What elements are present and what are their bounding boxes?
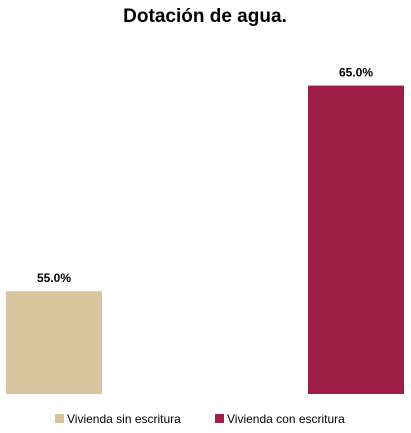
bar-2 bbox=[308, 85, 404, 394]
bar-1 bbox=[6, 291, 102, 394]
legend-label-1: Vivienda sin escritura bbox=[67, 412, 181, 426]
data-label-1: 55.0% bbox=[37, 271, 71, 285]
data-label-2: 65.0% bbox=[339, 66, 373, 80]
legend-swatch-1 bbox=[55, 414, 64, 423]
data-labels-group: 55.0% 65.0% bbox=[37, 66, 373, 286]
legend: Vivienda sin escritura Vivienda con escri… bbox=[55, 412, 345, 426]
legend-label-2: Vivienda con escritura bbox=[227, 412, 345, 426]
chart-title: Dotación de agua. bbox=[123, 6, 287, 27]
bars-group bbox=[6, 85, 404, 394]
legend-swatch-2 bbox=[215, 414, 224, 423]
